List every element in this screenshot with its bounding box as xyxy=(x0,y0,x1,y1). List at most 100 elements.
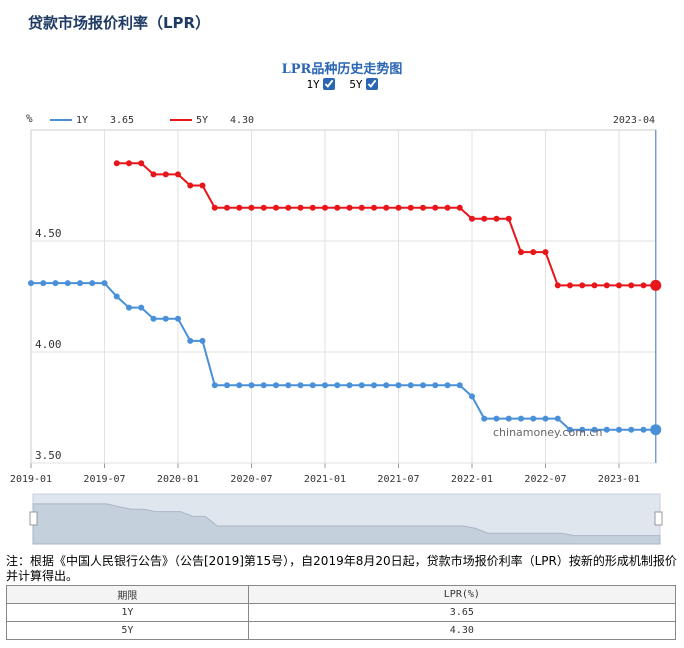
data-point xyxy=(481,415,488,422)
data-point xyxy=(603,282,610,289)
header-lpr: LPR(%) xyxy=(247,585,677,604)
data-point xyxy=(383,382,390,389)
data-point xyxy=(101,280,108,287)
data-point xyxy=(603,426,610,433)
data-point xyxy=(469,215,475,222)
data-point xyxy=(113,293,120,300)
data-point xyxy=(224,382,230,389)
x-tick-label: 2020-07 xyxy=(230,474,272,485)
cell-term: 5Y xyxy=(6,621,249,640)
x-tick-label: 2019-07 xyxy=(83,474,125,485)
data-point xyxy=(346,204,353,211)
data-point xyxy=(162,315,169,322)
data-point xyxy=(505,415,512,422)
table-row: 1Y 3.65 xyxy=(6,603,677,622)
data-point xyxy=(395,204,402,211)
lpr-line-chart: 2019-01 2019-07 2020-01 2020-07 2021-01 2021-… xyxy=(10,112,663,545)
toggle-5y-label: 5Y xyxy=(349,78,363,91)
data-point xyxy=(383,204,390,211)
data-point xyxy=(150,315,157,322)
legend-label-1y: 1Y xyxy=(76,115,88,126)
data-point xyxy=(567,426,573,433)
y-axis-label: % xyxy=(26,112,33,125)
data-point xyxy=(432,382,439,389)
data-point xyxy=(640,426,647,433)
data-point xyxy=(89,280,96,287)
data-point xyxy=(420,382,426,389)
data-point xyxy=(456,382,463,389)
data-point xyxy=(285,204,292,211)
overview-area xyxy=(32,503,661,545)
cell-term: 1Y xyxy=(6,603,249,622)
cell-rate: 3.65 xyxy=(247,603,677,622)
overview-handle-right[interactable] xyxy=(654,511,663,526)
data-point xyxy=(211,204,218,211)
data-point xyxy=(567,282,573,289)
data-point xyxy=(542,415,549,422)
series-endpoint-1y xyxy=(650,424,662,436)
data-point xyxy=(444,204,451,211)
data-point xyxy=(248,204,255,211)
data-point xyxy=(554,282,561,289)
y-tick-label: 3.50 xyxy=(35,449,62,462)
data-point xyxy=(273,204,279,211)
data-point xyxy=(591,282,598,289)
footnote: 注：根据《中国人民银行公告》（公告[2019]第15号），自2019年8月20日… xyxy=(6,554,677,583)
x-tick-label: 2021-07 xyxy=(377,474,419,485)
data-point xyxy=(199,337,206,344)
plot-area xyxy=(30,129,657,464)
watermark: chinamoney.com.cn xyxy=(493,426,602,439)
y-tick-label: 4.50 xyxy=(35,227,62,240)
data-point xyxy=(505,215,512,222)
data-point xyxy=(138,160,145,167)
page-title: 贷款市场报价利率（LPR） xyxy=(28,14,211,32)
current-date-label: 2023-04 xyxy=(613,115,655,126)
data-point xyxy=(371,204,377,211)
data-point xyxy=(28,280,34,287)
x-tick-label: 2023-01 xyxy=(598,474,640,485)
toggle-5y[interactable]: 5Y xyxy=(349,78,378,91)
data-point xyxy=(224,204,230,211)
lpr-table: 期限 LPR(%) 1Y 3.65 5Y 4.30 xyxy=(6,585,677,640)
data-point xyxy=(297,204,304,211)
data-point xyxy=(162,171,169,178)
data-point xyxy=(616,282,622,289)
data-point xyxy=(248,382,255,389)
data-point xyxy=(407,204,414,211)
data-point xyxy=(199,182,206,189)
toggle-5y-checkbox[interactable] xyxy=(365,78,378,90)
data-point xyxy=(64,280,71,287)
chart-title: LPR品种历史走势图 xyxy=(281,62,403,77)
toggle-1y[interactable]: 1Y xyxy=(306,78,335,91)
data-point xyxy=(518,415,524,422)
overview-handle-left[interactable] xyxy=(29,511,38,526)
data-point xyxy=(542,249,549,256)
data-point xyxy=(371,382,377,389)
data-point xyxy=(126,160,132,167)
data-point xyxy=(211,382,218,389)
series-endpoint-5y xyxy=(650,279,662,291)
series-line-1y xyxy=(31,282,656,431)
data-point xyxy=(309,204,316,211)
data-point xyxy=(309,382,316,389)
data-point xyxy=(297,382,304,389)
data-point xyxy=(579,282,586,289)
data-point xyxy=(518,249,524,256)
series-toggles: 1Y 5Y xyxy=(0,78,684,91)
data-point xyxy=(77,280,83,287)
data-point xyxy=(187,182,194,189)
data-point xyxy=(493,215,500,222)
data-point xyxy=(469,393,475,400)
data-point xyxy=(456,204,463,211)
x-tick-label: 2021-01 xyxy=(304,474,346,485)
x-tick-label: 2022-01 xyxy=(451,474,493,485)
data-point xyxy=(444,382,451,389)
toggle-1y-checkbox[interactable] xyxy=(322,78,335,90)
x-tick-label: 2019-01 xyxy=(10,474,52,485)
data-point xyxy=(530,415,537,422)
data-point xyxy=(395,382,402,389)
data-point xyxy=(260,204,267,211)
data-point xyxy=(591,426,598,433)
data-point xyxy=(175,171,181,178)
data-point xyxy=(432,204,439,211)
